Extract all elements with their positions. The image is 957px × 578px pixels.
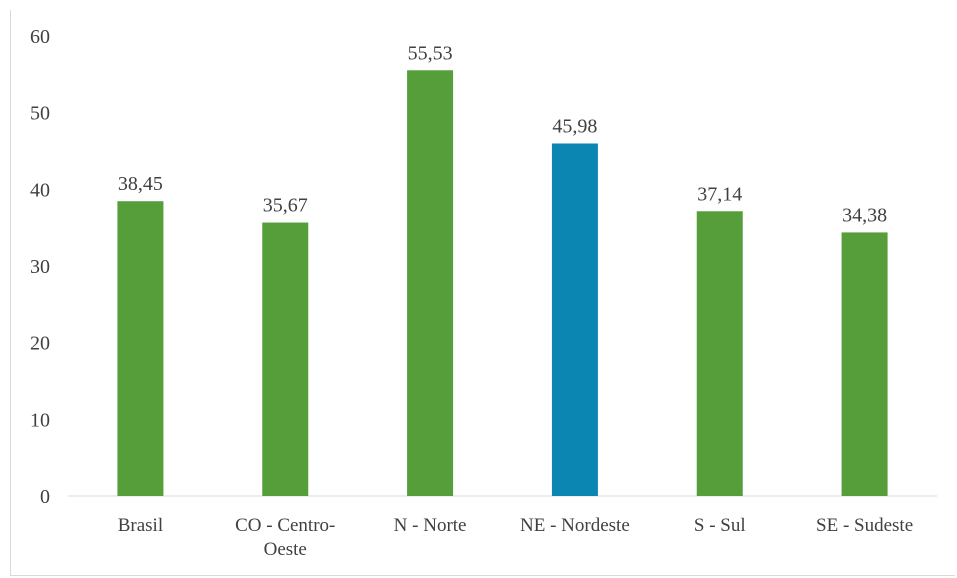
bar xyxy=(696,211,743,496)
x-tick-label-line: S - Sul xyxy=(694,515,746,536)
data-label: 38,45 xyxy=(118,173,163,195)
bar xyxy=(117,201,164,496)
y-tick-label: 10 xyxy=(30,409,50,431)
x-tick-label-line: CO - Centro- xyxy=(235,515,335,536)
y-tick-label: 60 xyxy=(30,26,50,48)
y-tick-label: 0 xyxy=(40,486,50,508)
x-tick-label-line: Brasil xyxy=(118,515,163,536)
y-tick-label: 50 xyxy=(30,103,50,125)
y-tick-label: 20 xyxy=(30,333,50,355)
y-tick-label: 40 xyxy=(30,179,50,201)
x-tick-label-line: SE - Sudeste xyxy=(816,515,913,536)
x-tick-label-line: NE - Nordeste xyxy=(520,515,630,536)
x-tick-label: S - Sul xyxy=(694,515,746,536)
x-tick-label: SE - Sudeste xyxy=(816,515,913,536)
y-tick-label: 30 xyxy=(30,256,50,278)
x-tick-label: CO - Centro- Oeste xyxy=(235,515,335,560)
data-label: 37,14 xyxy=(697,183,742,205)
data-label: 35,67 xyxy=(263,195,308,217)
bar xyxy=(407,70,454,497)
bar xyxy=(551,143,598,496)
x-tick-label-line: Oeste xyxy=(264,539,307,560)
bar xyxy=(262,222,309,496)
data-label: 45,98 xyxy=(552,115,597,137)
bar xyxy=(841,232,888,497)
x-tick-label-line: N - Norte xyxy=(394,515,467,536)
data-label: 34,38 xyxy=(842,204,887,226)
data-label: 55,53 xyxy=(408,42,453,64)
x-tick-label: N - Norte xyxy=(394,515,467,536)
x-tick-label: Brasil xyxy=(118,515,163,536)
x-tick-label: NE - Nordeste xyxy=(520,515,630,536)
